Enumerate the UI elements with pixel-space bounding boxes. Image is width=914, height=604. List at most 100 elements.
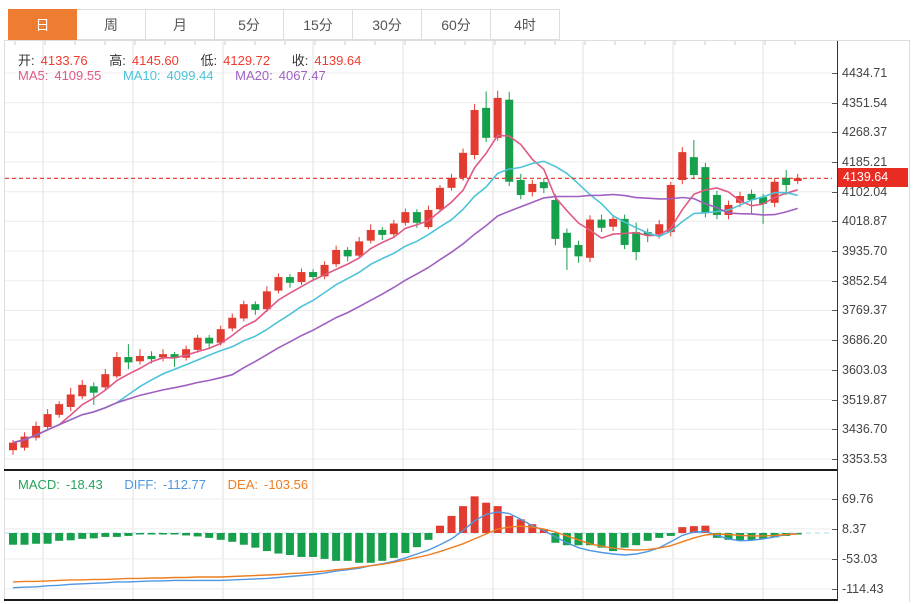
- y-tick: [832, 162, 837, 164]
- macd-chart[interactable]: [5, 471, 832, 599]
- ma-legend: MA5: 4109.55 MA10: 4099.44 MA20: 4067.47: [18, 68, 332, 83]
- tab-month[interactable]: 月: [146, 9, 215, 40]
- macd-hist-bar: [655, 533, 664, 538]
- y-axis-label: 3769.37: [842, 303, 888, 318]
- macd-hist-bar: [320, 533, 329, 559]
- tab-5min[interactable]: 5分: [215, 9, 284, 40]
- candle: [389, 219, 398, 238]
- macd-hist-bar: [135, 533, 144, 535]
- macd-hist-bar: [228, 533, 237, 542]
- y-axis-label: 4018.87: [842, 214, 888, 229]
- ma5-line: [12, 134, 798, 444]
- y-axis-label: -114.43: [842, 581, 884, 596]
- candle: [89, 382, 98, 405]
- macd-hist-bar: [147, 533, 156, 535]
- macd-hist-bar: [493, 506, 502, 533]
- dea-value: -103.56: [264, 477, 309, 492]
- macd-hist-bar: [20, 533, 29, 545]
- tab-4hour[interactable]: 4时: [491, 9, 560, 40]
- macd-hist-bar: [401, 533, 410, 554]
- ma20-value: 4067.47: [278, 68, 326, 83]
- y-axis-label: 3852.54: [842, 273, 888, 288]
- macd-hist-bar: [239, 533, 248, 545]
- y-tick: [832, 429, 837, 431]
- candle: [135, 349, 144, 365]
- ma10-label: MA10:: [122, 68, 161, 83]
- low-value: 4129.72: [223, 53, 271, 68]
- close-label: 收:: [291, 53, 309, 68]
- candlestick-chart[interactable]: [5, 41, 832, 471]
- high-value: 4145.60: [131, 53, 179, 68]
- macd-hist-bar: [66, 533, 75, 541]
- candle: [182, 345, 191, 361]
- macd-hist-bar: [632, 533, 641, 546]
- candle: [424, 205, 433, 230]
- macd-hist-bar: [378, 533, 387, 561]
- y-tick: [832, 340, 837, 342]
- candle: [401, 208, 410, 226]
- macd-hist-bar: [551, 533, 560, 543]
- tab-30min[interactable]: 30分: [353, 9, 422, 40]
- y-axis-label: 3603.03: [842, 362, 888, 377]
- y-tick: [832, 528, 837, 530]
- macd-hist-bar: [43, 533, 52, 544]
- y-tick: [832, 588, 837, 590]
- macd-hist-bar: [55, 533, 64, 541]
- macd-value: -18.43: [65, 477, 103, 492]
- candle: [782, 169, 791, 195]
- ma20-label: MA20:: [235, 68, 273, 83]
- y-tick: [832, 132, 837, 134]
- y-axis-label: -53.03: [842, 551, 878, 566]
- y-tick: [832, 310, 837, 312]
- candle: [539, 178, 548, 194]
- y-tick: [832, 369, 837, 371]
- macd-hist-bar: [643, 533, 652, 541]
- candle: [43, 409, 52, 430]
- candle: [274, 273, 283, 294]
- macd-hist-bar: [678, 527, 687, 533]
- candle: [343, 247, 352, 262]
- candle: [470, 103, 479, 160]
- tab-60min[interactable]: 60分: [422, 9, 491, 40]
- candle: [320, 261, 329, 280]
- candle: [689, 139, 698, 180]
- tab-day[interactable]: 日: [8, 9, 77, 40]
- y-tick: [832, 399, 837, 401]
- macd-hist-bar: [389, 533, 398, 558]
- macd-hist-bar: [355, 533, 364, 563]
- dea-label: DEA:: [227, 477, 258, 492]
- close-value: 4139.64: [314, 53, 362, 68]
- macd-hist-bar: [343, 533, 352, 561]
- candle: [620, 214, 629, 250]
- candle: [516, 173, 525, 200]
- y-axis-label: 69.76: [842, 491, 874, 506]
- y-tick: [832, 458, 837, 460]
- tab-15min[interactable]: 15分: [284, 9, 353, 40]
- y-tick: [832, 558, 837, 560]
- macd-hist-bar: [597, 533, 606, 548]
- candle: [112, 352, 121, 379]
- macd-hist-bar: [447, 515, 456, 533]
- candle: [285, 274, 294, 288]
- candle: [609, 214, 618, 232]
- macd-hist-bar: [528, 524, 537, 533]
- dea-line: [12, 525, 798, 583]
- candle: [170, 352, 179, 368]
- open-value: 4133.76: [40, 53, 88, 68]
- tab-week[interactable]: 周: [77, 9, 146, 40]
- macd-hist-bar: [170, 533, 179, 535]
- macd-hist-bar: [9, 533, 17, 545]
- bottom-border: [4, 599, 837, 601]
- y-tick: [832, 498, 837, 500]
- ma10-line: [12, 160, 798, 444]
- candle: [228, 313, 237, 332]
- macd-hist-bar: [297, 533, 306, 557]
- candle: [216, 325, 225, 346]
- candle: [447, 173, 456, 191]
- candle: [493, 90, 502, 141]
- macd-hist-bar: [78, 533, 87, 539]
- macd-hist-bar: [435, 525, 444, 533]
- candle: [678, 147, 687, 185]
- macd-label: MACD:: [18, 477, 60, 492]
- high-label: 高:: [109, 53, 126, 68]
